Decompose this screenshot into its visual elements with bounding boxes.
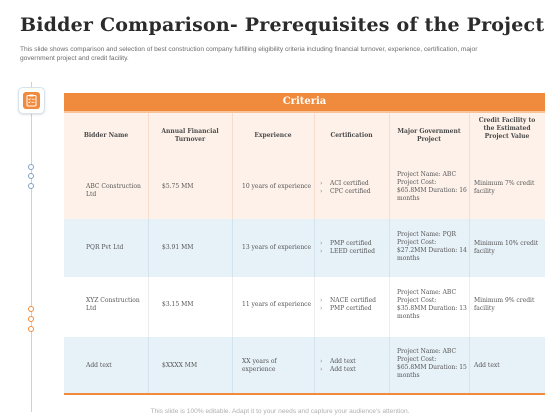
timeline-rail [31,82,32,412]
cell-project: Project Name: ABC Project Cost: $65.8MM … [397,348,467,379]
clipboard-badge [18,87,45,114]
certification-item: NACE certified [320,297,388,305]
criteria-underline [64,111,545,113]
cell-project: Project Name: PQR Project Cost: $27.2MM … [397,231,467,262]
cell-experience: 11 years of experience [242,301,312,308]
rail-dot [28,183,34,189]
clipboard-checklist-icon [23,92,40,109]
cell-credit: Add text [474,362,500,369]
header-major-project: Major Government Project [397,128,461,143]
cell-certification: Add text Add text [320,358,388,374]
header-experience: Experience [254,132,292,139]
table-row: PQR Pvt Ltd $3.91 MM 13 years of experie… [64,219,545,277]
cell-bidder: PQR Pvt Ltd [86,244,124,251]
header-credit-facility: Credit Facility to the Estimated Project… [478,117,536,140]
header-certification: Certification [330,132,373,139]
cell-experience: 10 years of experience [242,183,312,190]
cell-turnover: $3.15 MM [162,301,194,308]
table-row: XYZ Construction Ltd $3.15 MM 11 years o… [64,277,545,337]
criteria-header: Criteria [64,93,545,111]
header-annual-turnover: Annual Financial Turnover [161,128,219,143]
cell-experience: XX years of experience [242,358,277,373]
comparison-table: Criteria Bidder Name Annual Financial Tu… [64,93,545,395]
cell-certification: NACE certified PMP certified [320,297,388,313]
cell-bidder: ABC Construction Ltd [86,183,141,198]
certification-item: ACI certified [320,180,388,188]
table-row: ABC Construction Ltd $5.75 MM 10 years o… [64,163,545,219]
cell-project: Project Name: ABC Project Cost: $35.8MM … [397,289,467,320]
certification-item: PMP certified [320,305,388,313]
certification-item: Add text [320,358,388,366]
certification-item: Add text [320,366,388,374]
rail-dot [28,164,34,170]
cell-certification: PMP certified LEED certified [320,240,388,256]
page-subtitle: This slide shows comparison and selectio… [20,46,478,62]
certification-item: PMP certified [320,240,388,248]
cell-project: Project Name: ABC Project Cost: $65.8MM … [397,171,467,202]
certification-item: CPC certified [320,188,388,196]
footer-note: This slide is 100% editable. Adapt it to… [150,408,410,415]
cell-credit: Minimum 10% credit facility [474,240,539,255]
cell-credit: Minimum 9% credit facility [474,297,535,312]
cell-credit: Minimum 7% credit facility [474,180,535,195]
table-row: Add text $XXXX MM XX years of experience… [64,337,545,393]
cell-turnover: $5.75 MM [162,183,194,190]
cell-certification: ACI certified CPC certified [320,180,388,196]
cell-turnover: $3.91 MM [162,244,194,251]
cell-bidder: Add text [86,362,112,369]
certification-item: LEED certified [320,248,388,256]
cell-experience: 13 years of experience [242,244,312,251]
header-bidder-name: Bidder Name [83,132,129,139]
table-bottom-border [64,393,545,395]
rail-dot [28,173,34,179]
cell-bidder: XYZ Construction Ltd [86,297,140,312]
table-header-row: Bidder Name Annual Financial Turnover Ex… [64,113,545,163]
rail-dot [28,306,34,312]
rail-dot [28,326,34,332]
cell-turnover: $XXXX MM [162,362,198,369]
page-title: Bidder Comparison- Prerequisites of the … [20,14,545,36]
rail-dot [28,316,34,322]
